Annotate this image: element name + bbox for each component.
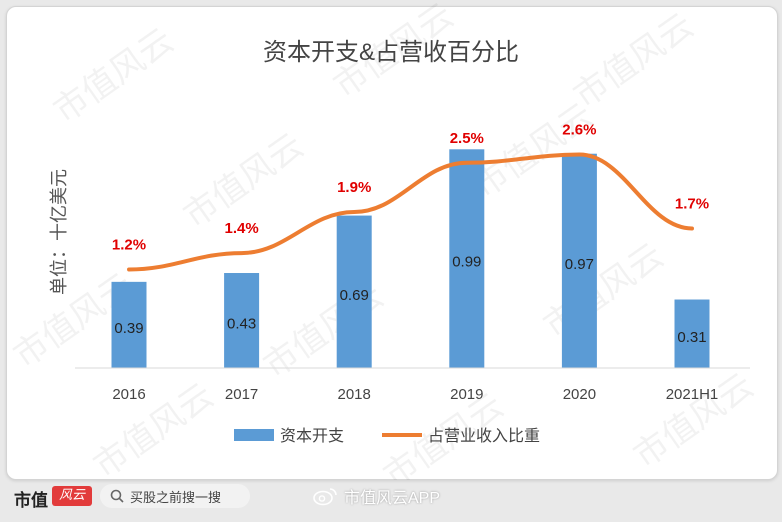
line-value-label: 1.4% [224,220,258,237]
bar [449,149,485,368]
line-value-label: 1.2% [112,236,146,253]
bar [561,153,597,368]
bar-value-label: 0.97 [565,256,594,273]
x-tick-label: 2021H1 [666,386,719,403]
watermark-text: 市值风云 [627,366,760,475]
bar [336,215,372,368]
line-value-label: 1.7% [675,195,709,212]
bar-value-label: 0.39 [114,320,143,337]
weibo-icon [313,488,337,506]
x-tick-label: 2017 [225,386,258,403]
watermark-text: 市值风云 [87,376,220,480]
watermark-text: 市值风云 [47,21,180,130]
bar [674,299,710,368]
weibo-text: 市值风云APP [344,490,441,507]
line-value-label: 2.6% [562,122,596,139]
bar-value-label: 0.31 [677,329,706,346]
weibo-account[interactable]: 市值风云APP [312,484,440,508]
x-tick-labels: 2016 2017 2018 2019 2020 2021H1 [112,386,718,403]
x-tick-label: 2019 [450,386,483,403]
brand-badge: 风云 [52,486,92,506]
y-axis-label: 单位：十亿美元 [49,169,69,295]
chart-frame [6,6,778,480]
legend-bar-swatch [234,429,274,441]
bar [224,273,260,368]
line-path [127,152,694,272]
x-tick-label: 2020 [563,386,596,403]
line-series: 1.2% 1.4% 1.9% 2.5% 2.6% 1.7% [112,122,709,272]
x-tick-label: 2016 [112,386,145,403]
bar-series: 0.39 0.43 0.69 0.99 0.97 0.31 [111,149,710,368]
search-icon [110,489,124,503]
chart-title: 资本开支&占营收百分比 [263,39,519,66]
legend-bar-label: 资本开支 [280,427,344,445]
footer: 市值 风云 买股之前搜一搜 市值风云APP [0,480,782,522]
line-value-label: 1.9% [337,179,371,196]
bar [111,281,147,368]
x-tick-label: 2018 [338,386,371,403]
legend-line-label: 占营业收入比重 [428,427,540,445]
bar-value-label: 0.69 [340,287,369,304]
line-value-label: 2.5% [450,130,484,147]
search-box[interactable]: 买股之前搜一搜 [100,484,250,508]
brand-logo-text: 市值 [14,491,48,511]
search-text: 买股之前搜一搜 [130,489,222,505]
watermark-text: 市值风云 [537,236,670,345]
bar-value-label: 0.99 [452,254,481,271]
watermark-text: 市值风云 [567,6,700,115]
legend: 资本开支 占营业收入比重 [234,427,540,445]
bar-value-label: 0.43 [227,316,256,333]
